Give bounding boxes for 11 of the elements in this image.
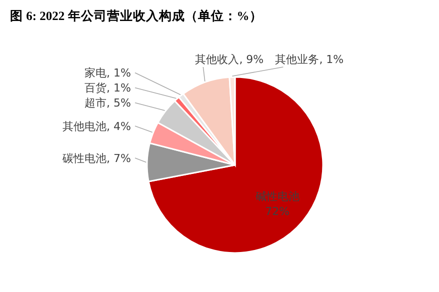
chart-title: 图 6: 2022 年公司营业收入构成（单位：%）: [10, 8, 262, 23]
data-label: 72%: [265, 205, 290, 218]
slice-label: 其他电池, 4%: [62, 120, 131, 134]
pie-slice: [148, 76, 324, 254]
slice-label: 百货, 1%: [84, 82, 131, 95]
slice-label: 碱性电池: [255, 190, 300, 204]
slice-label: 其他业务, 1%: [275, 53, 344, 66]
slice-label: 碳性电池, 7%: [62, 152, 131, 166]
slice-label: 其他收入, 9%: [195, 53, 264, 66]
slice-label: 超市, 5%: [84, 96, 131, 110]
slice-label: 家电, 1%: [84, 66, 131, 80]
